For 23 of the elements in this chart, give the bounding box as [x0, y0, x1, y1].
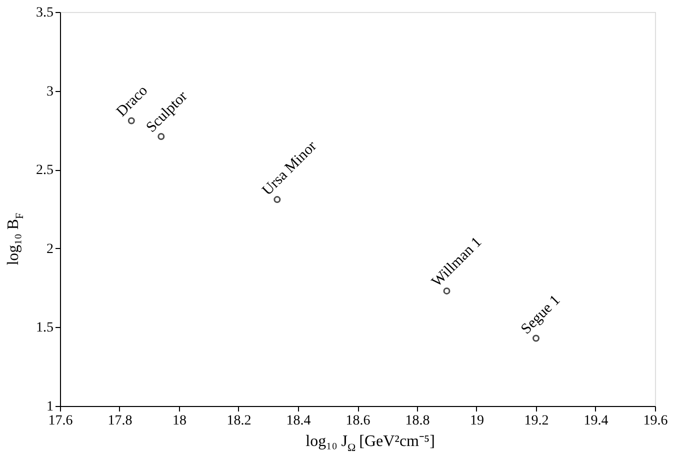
y-tick-label: 1.5	[36, 320, 54, 336]
y-tick-label: 2	[46, 242, 54, 257]
x-tick-label: 19.6	[643, 414, 668, 428]
x-tick-label: 18	[172, 414, 186, 428]
y-tick-label: 3.5	[36, 6, 54, 20]
x-tick-label: 19.4	[584, 414, 608, 428]
x-tick-label: 19.2	[524, 414, 549, 428]
point	[443, 287, 450, 294]
x-tick-label: 18.4	[286, 414, 311, 428]
y-axis-title: log₁₀ BF	[5, 212, 26, 266]
y-tick-label: 2.5	[36, 163, 54, 178]
x-tick-label: 18.6	[346, 414, 370, 428]
x-tick-label: 18.2	[226, 414, 252, 428]
x-tick-label: 18.8	[405, 414, 430, 428]
x-tick-label: 17.8	[108, 414, 132, 428]
y-tick-label: 1	[46, 400, 54, 414]
x-tick-label: 19	[470, 414, 484, 428]
x-tick-label: 17.6	[48, 414, 73, 428]
point	[128, 117, 135, 124]
point	[532, 334, 540, 342]
y-tick-label: 3	[46, 84, 54, 100]
point	[274, 196, 281, 204]
point	[158, 133, 165, 140]
